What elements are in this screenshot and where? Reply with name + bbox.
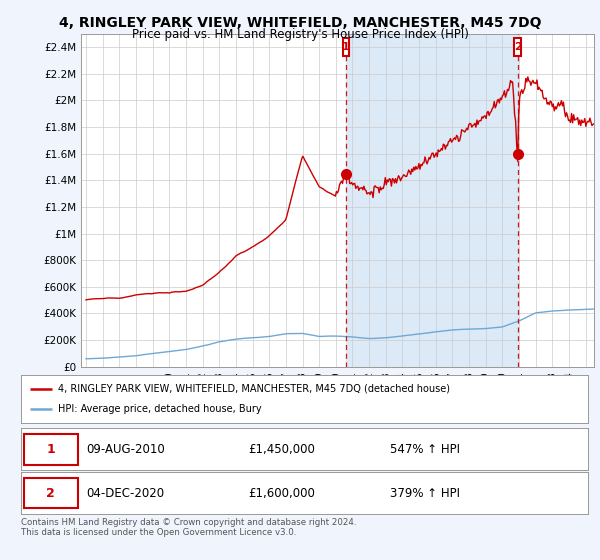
Text: HPI: Average price, detached house, Bury: HPI: Average price, detached house, Bury — [58, 404, 262, 414]
FancyBboxPatch shape — [24, 478, 78, 508]
Text: £1,450,000: £1,450,000 — [248, 443, 314, 456]
Bar — [346, 34, 518, 367]
Text: 379% ↑ HPI: 379% ↑ HPI — [389, 487, 460, 500]
Text: 547% ↑ HPI: 547% ↑ HPI — [389, 443, 460, 456]
Text: 4, RINGLEY PARK VIEW, WHITEFIELD, MANCHESTER, M45 7DQ: 4, RINGLEY PARK VIEW, WHITEFIELD, MANCHE… — [59, 16, 541, 30]
Text: Price paid vs. HM Land Registry's House Price Index (HPI): Price paid vs. HM Land Registry's House … — [131, 28, 469, 41]
FancyBboxPatch shape — [514, 38, 521, 55]
FancyBboxPatch shape — [24, 435, 78, 465]
Text: 2: 2 — [514, 42, 521, 52]
Text: 09-AUG-2010: 09-AUG-2010 — [86, 443, 165, 456]
Text: 04-DEC-2020: 04-DEC-2020 — [86, 487, 164, 500]
Text: 2: 2 — [46, 487, 55, 500]
FancyBboxPatch shape — [343, 38, 349, 55]
Text: £1,600,000: £1,600,000 — [248, 487, 314, 500]
Text: 1: 1 — [46, 443, 55, 456]
Text: 1: 1 — [342, 42, 350, 52]
Text: Contains HM Land Registry data © Crown copyright and database right 2024.
This d: Contains HM Land Registry data © Crown c… — [21, 518, 356, 538]
Text: 4, RINGLEY PARK VIEW, WHITEFIELD, MANCHESTER, M45 7DQ (detached house): 4, RINGLEY PARK VIEW, WHITEFIELD, MANCHE… — [58, 384, 450, 394]
